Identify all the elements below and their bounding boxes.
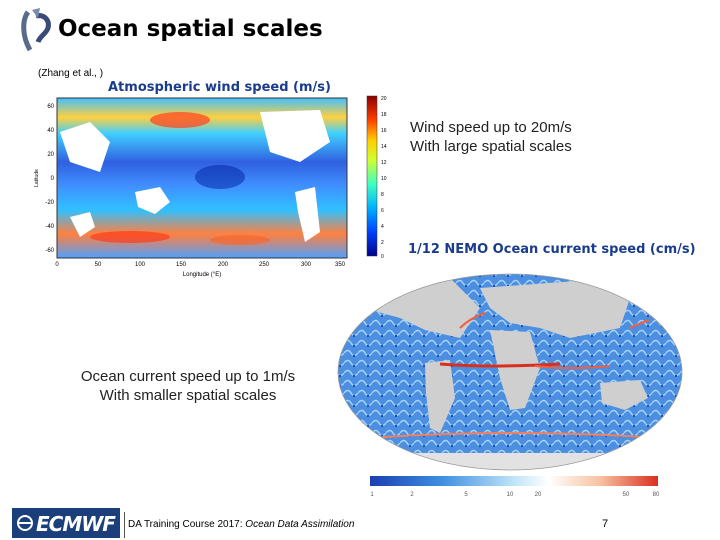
footer-course-text: DA Training Course 2017: xyxy=(128,519,246,530)
ecmwf-swirl-icon xyxy=(17,515,33,531)
wind-note: Wind speed up to 20m/s With large spatia… xyxy=(410,118,572,156)
wind-y-tick: 0 xyxy=(51,176,55,182)
ocean-cbar-tick: 10 xyxy=(507,492,514,498)
ocean-cbar-tick: 50 xyxy=(623,492,630,498)
wind-y-tick: -40 xyxy=(45,224,54,230)
citation: (Zhang et al., ) xyxy=(38,68,104,79)
wind-x-tick: 300 xyxy=(301,262,312,268)
wind-y-tick: 40 xyxy=(47,128,54,134)
wind-cbar-tick: 10 xyxy=(381,176,387,182)
logo-emblem-icon xyxy=(21,8,51,52)
wind-x-tick: 150 xyxy=(176,262,187,268)
wind-cbar-tick: 16 xyxy=(381,128,387,134)
wind-cbar-tick: 12 xyxy=(381,160,387,166)
wind-cbar-tick: 8 xyxy=(381,192,384,198)
footer-separator xyxy=(124,512,125,538)
wind-x-tick: 100 xyxy=(135,262,146,268)
ocean-cbar-tick: 5 xyxy=(464,492,468,498)
page-number: 7 xyxy=(602,518,609,530)
wind-x-label: Longitude (°E) xyxy=(183,272,221,278)
ocean-current-map: 1 2 5 10 20 50 80 xyxy=(337,273,683,498)
ocean-note: Ocean current speed up to 1m/s With smal… xyxy=(48,367,328,405)
ocean-cbar-tick: 20 xyxy=(535,492,542,498)
wind-y-tick: 20 xyxy=(47,152,54,158)
wind-x-tick: 50 xyxy=(95,262,102,268)
nemo-map-label: 1/12 NEMO Ocean current speed (cm/s) xyxy=(408,242,696,257)
ecmwf-logo-text: ECMWF xyxy=(36,512,116,536)
footer-course-italic: Ocean Data Assimilation xyxy=(245,519,355,530)
ocean-cbar-tick: 1 xyxy=(370,492,374,498)
wind-y-label: Latitude xyxy=(34,169,40,187)
wind-map-label: Atmospheric wind speed (m/s) xyxy=(108,80,331,95)
wind-cbar-tick: 2 xyxy=(381,240,384,246)
wind-x-tick: 0 xyxy=(55,262,59,268)
wind-x-tick: 350 xyxy=(335,262,346,268)
wind-cbar-tick: 0 xyxy=(381,254,384,260)
wind-cbar-tick: 4 xyxy=(381,224,384,230)
wind-cbar-tick: 6 xyxy=(381,208,384,214)
wind-cbar-tick: 20 xyxy=(381,96,387,102)
ocean-note-line2: With smaller spatial scales xyxy=(99,387,277,404)
ocean-cbar-tick: 80 xyxy=(653,492,660,498)
wind-cbar-tick: 14 xyxy=(381,144,387,150)
wind-note-line2: With large spatial scales xyxy=(410,138,572,155)
wind-y-tick: -20 xyxy=(45,200,54,206)
footer-course: DA Training Course 2017: Ocean Data Assi… xyxy=(128,519,354,530)
wind-speed-map: 60 40 20 0 -20 -40 -60 Latitude 0 50 100… xyxy=(34,95,387,278)
wind-y-tick: -60 xyxy=(45,248,54,254)
ocean-note-line1: Ocean current speed up to 1m/s xyxy=(80,368,296,385)
wind-y-tick: 60 xyxy=(47,104,54,110)
wind-x-tick: 250 xyxy=(259,262,270,268)
wind-note-line1: Wind speed up to 20m/s xyxy=(410,119,572,136)
wind-x-tick: 200 xyxy=(218,262,229,268)
ocean-cbar-tick: 2 xyxy=(410,492,414,498)
page-title: Ocean spatial scales xyxy=(58,16,323,42)
wind-cbar-tick: 18 xyxy=(381,112,387,118)
